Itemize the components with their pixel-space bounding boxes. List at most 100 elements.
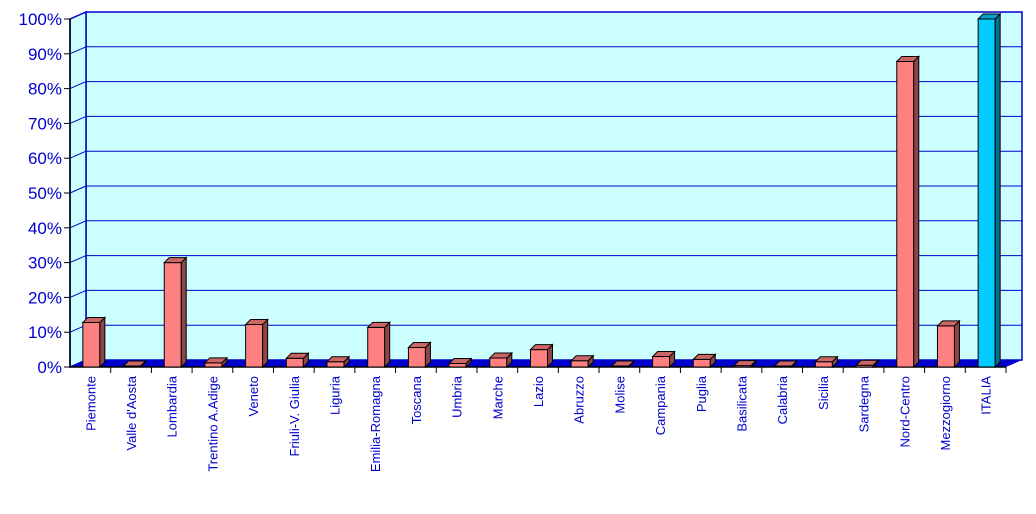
bar bbox=[163, 256, 188, 369]
y-axis-tick-labels: 0% 10% 20% 30% 40% 50% 60% 70% 80% 90% 100% bbox=[19, 10, 62, 377]
bar-side bbox=[994, 12, 1001, 369]
bar-front bbox=[326, 361, 345, 368]
bar-front bbox=[652, 356, 671, 368]
gridline-side bbox=[69, 289, 87, 298]
x-tick-label: Friuli-V. Giulia bbox=[287, 375, 302, 456]
y-tick-label: 30% bbox=[28, 254, 62, 273]
y-tick-label: 40% bbox=[28, 219, 62, 238]
x-tick-label: Basilicata bbox=[734, 375, 749, 431]
bar-front bbox=[530, 349, 548, 368]
bar-side bbox=[953, 319, 960, 369]
y-tick-label: 50% bbox=[28, 184, 62, 203]
bar-side bbox=[99, 316, 106, 369]
bar bbox=[569, 354, 595, 369]
bar-front bbox=[489, 357, 508, 368]
gridline-side bbox=[69, 150, 87, 159]
bar bbox=[529, 343, 554, 369]
y-tick-label: 0% bbox=[37, 358, 62, 377]
bar-top bbox=[732, 360, 758, 367]
bar bbox=[895, 55, 920, 369]
y-tick-label: 70% bbox=[28, 114, 62, 133]
y-tick-label: 80% bbox=[28, 80, 62, 99]
y-tick-label: 60% bbox=[28, 149, 62, 168]
bar bbox=[610, 359, 636, 369]
y-tick-label: 100% bbox=[19, 10, 62, 29]
bar-front bbox=[570, 360, 589, 368]
bar-front bbox=[936, 325, 955, 368]
bar-front bbox=[245, 324, 264, 368]
bar bbox=[407, 341, 432, 369]
x-tick-label: Trentino A.Adige bbox=[205, 376, 220, 472]
x-tick-label: Abruzzo bbox=[572, 376, 587, 424]
bar-side bbox=[384, 321, 391, 369]
x-tick-label: Molise bbox=[612, 376, 627, 414]
x-tick-label: Marche bbox=[490, 376, 505, 419]
bar-front bbox=[692, 358, 711, 368]
bar-top bbox=[895, 55, 920, 62]
bar-top bbox=[814, 356, 839, 363]
plot-area bbox=[64, 10, 1023, 373]
bar-front bbox=[814, 361, 833, 368]
bar bbox=[773, 359, 798, 369]
bar bbox=[447, 357, 473, 369]
bar-front bbox=[977, 18, 996, 368]
bar bbox=[936, 319, 961, 369]
x-tick-label: Nord-Centro bbox=[897, 376, 912, 448]
bar-front bbox=[896, 60, 915, 368]
bar bbox=[651, 350, 676, 369]
x-tick-label: Puglia bbox=[694, 375, 709, 412]
x-tick-label: Mezzogiorno bbox=[938, 376, 953, 450]
gridline-side bbox=[69, 220, 87, 229]
bar-front bbox=[204, 362, 223, 368]
bar-top bbox=[773, 360, 798, 367]
x-tick-label: Piemonte bbox=[83, 376, 98, 431]
x-tick-label: Toscana bbox=[409, 375, 424, 424]
x-tick-label: ITALIA bbox=[979, 376, 994, 415]
bar-top bbox=[529, 344, 554, 351]
bar bbox=[366, 321, 391, 369]
bar-top bbox=[976, 13, 1002, 20]
bar-top bbox=[651, 351, 676, 358]
bar bbox=[488, 351, 514, 369]
bar-top bbox=[81, 316, 107, 323]
bar-top bbox=[447, 358, 473, 365]
bar-top bbox=[936, 320, 961, 327]
bar-top bbox=[285, 352, 310, 359]
bar bbox=[285, 352, 310, 369]
y-tick-label: 10% bbox=[28, 323, 62, 342]
x-tick-label: Umbria bbox=[450, 375, 465, 418]
bar-top bbox=[122, 360, 147, 367]
bar bbox=[122, 359, 147, 369]
gridline-side bbox=[69, 255, 87, 264]
bar bbox=[814, 355, 839, 369]
gridline-side bbox=[69, 11, 87, 20]
y-tick-label: 90% bbox=[28, 45, 62, 64]
bar bbox=[325, 355, 351, 369]
bar-top bbox=[163, 257, 188, 264]
bar bbox=[854, 359, 880, 369]
bar-front bbox=[163, 262, 182, 368]
bar-top bbox=[325, 356, 351, 363]
bar bbox=[81, 316, 107, 369]
y-tick-label: 20% bbox=[28, 288, 62, 307]
bar bbox=[203, 356, 229, 369]
x-tick-label: Sicilia bbox=[816, 375, 831, 410]
x-tick-label: Emilia-Romagna bbox=[368, 375, 383, 472]
x-tick-label: Liguria bbox=[328, 375, 343, 415]
bar bbox=[732, 359, 758, 369]
bar-top bbox=[854, 359, 880, 366]
gridline-side bbox=[69, 46, 87, 55]
gridline-side bbox=[69, 81, 87, 90]
bars bbox=[81, 12, 1002, 369]
x-tick-label: Calabria bbox=[775, 375, 790, 424]
bar-top bbox=[610, 360, 636, 367]
gridline-side bbox=[69, 185, 87, 194]
x-tick-label: Veneto bbox=[246, 376, 261, 417]
bar-front bbox=[367, 326, 386, 368]
gridline-side bbox=[69, 115, 87, 124]
x-axis-tick-labels: Piemonte Valle d'Aosta Lombardia Trentino A… bbox=[83, 375, 993, 472]
bar-front bbox=[82, 321, 101, 368]
bar-side bbox=[262, 318, 269, 369]
x-tick-label: Sardegna bbox=[857, 375, 872, 432]
bar bbox=[244, 318, 269, 369]
